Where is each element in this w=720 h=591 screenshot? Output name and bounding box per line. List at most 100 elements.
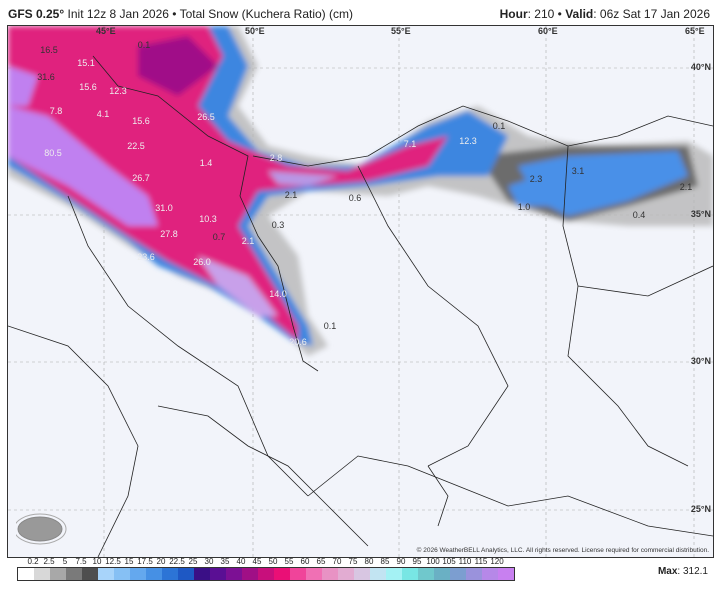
snow-total-label: 14.0 — [269, 289, 287, 299]
colorbar-swatch — [242, 568, 258, 580]
init-time: Init 12z 8 Jan 2026 — [67, 7, 169, 21]
colorbar-tick-label: 60 — [300, 557, 310, 566]
lon-label: 55°E — [391, 26, 411, 36]
snow-total-label: 7.1 — [403, 139, 417, 149]
colorbar-tick-label: 50 — [268, 557, 278, 566]
colorbar-swatch — [226, 568, 242, 580]
snow-total-label: 26.0 — [193, 257, 211, 267]
colorbar-tick-label: 95 — [412, 557, 422, 566]
snow-total-label: 27.8 — [160, 229, 178, 239]
borders — [8, 55, 713, 557]
snow-total-label: 3.1 — [571, 166, 585, 176]
hour-label: Hour — [499, 7, 528, 21]
colorbar-swatch — [450, 568, 466, 580]
colorbar-tick-label: 20 — [156, 557, 166, 566]
max-number: 312.1 — [682, 566, 708, 577]
snow-total-label: 1.4 — [199, 158, 213, 168]
valid-time-info: Hour: 210 • Valid: 06z Sat 17 Jan 2026 — [499, 7, 710, 21]
colorbar-swatch — [18, 568, 34, 580]
colorbar-tick-label: 15 — [124, 557, 134, 566]
colorbar-swatch — [274, 568, 290, 580]
lat-label: 35°N — [690, 209, 711, 219]
snow-total-label: 26.7 — [132, 173, 150, 183]
colorbar-tick-label: 22.5 — [169, 557, 185, 566]
lat-label: 25°N — [690, 504, 711, 514]
colorbar-tick-label: 70 — [332, 557, 342, 566]
snow-total-label: 0.1 — [137, 40, 151, 50]
lat-label: 30°N — [690, 356, 711, 366]
snow-total-label: 31.6 — [37, 72, 55, 82]
snow-total-label: 2.1 — [679, 182, 693, 192]
map-canvas — [8, 26, 713, 557]
snow-total-label: 22.5 — [127, 141, 145, 151]
weatherbell-logo — [16, 513, 76, 545]
colorbar-swatch — [162, 568, 178, 580]
colorbar-swatch — [66, 568, 82, 580]
colorbar-tick-label: 35 — [220, 557, 230, 566]
colorbar-tick-label: 0.2 — [27, 557, 39, 566]
colorbar-tick-label: 40 — [236, 557, 246, 566]
snow-total-label: 15.6 — [132, 116, 150, 126]
colorbar-swatch — [178, 568, 194, 580]
colorbar-swatch — [34, 568, 50, 580]
snow-total-label: 23.6 — [137, 252, 155, 262]
colorbar-swatch — [402, 568, 418, 580]
snow-total-label: 26.5 — [197, 112, 215, 122]
colorbar-swatch — [386, 568, 402, 580]
snow-total-label: 10.3 — [199, 214, 217, 224]
product-name: Total Snow (Kuchera Ratio) (cm) — [179, 7, 353, 21]
separator: • — [557, 7, 562, 21]
colorbar-swatch — [98, 568, 114, 580]
colorbar-tick-label: 7.5 — [75, 557, 87, 566]
colorbar-tick-label: 110 — [458, 557, 472, 566]
snow-total-label: 80.5 — [44, 148, 62, 158]
colorbar-swatch — [82, 568, 98, 580]
colorbar-tick-label: 17.5 — [137, 557, 153, 566]
colorbar-swatch — [498, 568, 514, 580]
colorbar-tick-label: 2.5 — [43, 557, 55, 566]
colorbar-swatch — [146, 568, 162, 580]
colorbar-tick-label: 120 — [490, 557, 504, 566]
lon-label: 60°E — [538, 26, 558, 36]
colorbar-tick-label: 25 — [188, 557, 198, 566]
snow-map: 45°E 50°E 55°E 60°E 65°E 40°N 35°N 30°N … — [7, 25, 714, 558]
lon-label: 65°E — [685, 26, 705, 36]
snow-total-label: 7.8 — [49, 106, 63, 116]
colorbar-tick-label: 55 — [284, 557, 294, 566]
colorbar-tick-label: 5 — [62, 557, 68, 566]
snow-total-label: 0.6 — [348, 193, 362, 203]
colorbar-swatch — [354, 568, 370, 580]
colorbar-swatch — [418, 568, 434, 580]
colorbar-swatch — [306, 568, 322, 580]
colorbar-tick-label: 10 — [92, 557, 102, 566]
colorbar-swatch — [130, 568, 146, 580]
separator: • — [172, 7, 177, 21]
colorbar-swatch — [434, 568, 450, 580]
colorbar-tick-label: 12.5 — [105, 557, 121, 566]
colorbar-swatch — [210, 568, 226, 580]
colorbar-swatch — [322, 568, 338, 580]
colorbar-swatch — [482, 568, 498, 580]
colorbar-tick-label: 85 — [380, 557, 390, 566]
snow-total-label: 0.4 — [632, 210, 646, 220]
forecast-hour: 210 — [534, 7, 555, 21]
colorbar-swatch — [466, 568, 482, 580]
snow-total-label: 0.3 — [271, 220, 285, 230]
valid-time: 06z Sat 17 Jan 2026 — [599, 7, 710, 21]
snow-total-label: 20.6 — [289, 337, 307, 347]
snow-total-label: 0.7 — [212, 232, 226, 242]
lat-label: 40°N — [690, 62, 711, 72]
max-value: Max: 312.1 — [657, 566, 708, 577]
snow-total-label: 2.3 — [529, 174, 543, 184]
colorbar-swatch — [258, 568, 274, 580]
snow-total-label: 12.3 — [459, 136, 477, 146]
colorbar-swatch — [114, 568, 130, 580]
lon-label: 50°E — [245, 26, 265, 36]
colorbar — [17, 567, 515, 581]
colorbar-tick-label: 75 — [348, 557, 358, 566]
colorbar-swatch — [50, 568, 66, 580]
colorbar-tick-label: 80 — [364, 557, 374, 566]
snow-total-label: 0.1 — [323, 321, 337, 331]
colorbar-tick-label: 115 — [474, 557, 488, 566]
colorbar-tick-label: 45 — [252, 557, 262, 566]
